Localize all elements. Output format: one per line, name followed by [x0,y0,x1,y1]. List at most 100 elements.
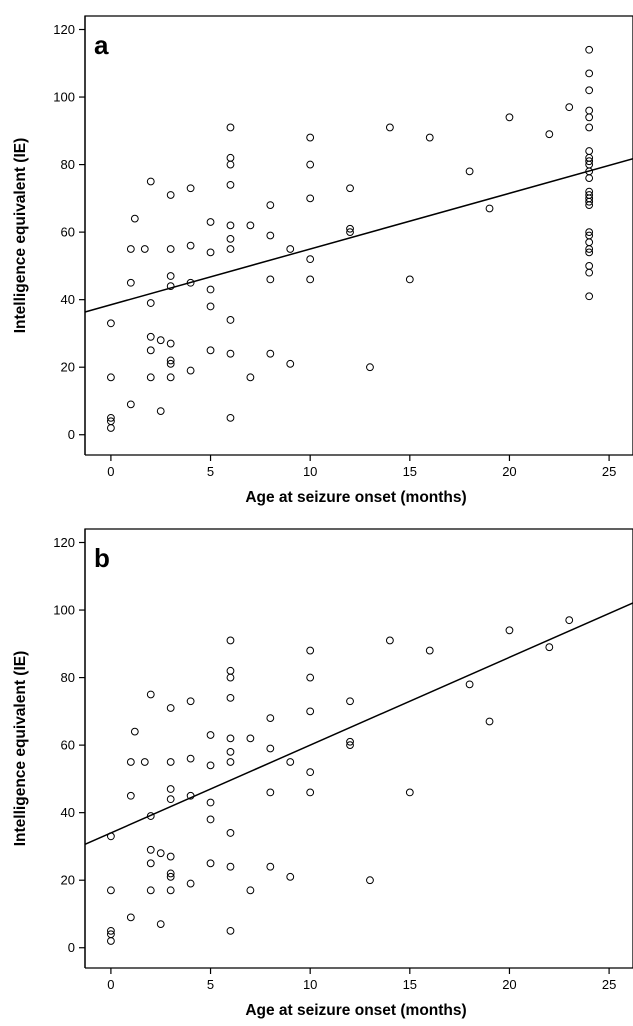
data-point [146,859,155,868]
data-point [585,238,594,247]
data-point [226,349,235,358]
data-point [585,113,594,122]
data-point [485,717,494,726]
data-point [585,231,594,240]
data-point [266,744,275,753]
data-point [346,184,354,193]
data-point [266,349,275,358]
scatter-chart-a: 0 20 40 60 80 100 120 0 5 10 15 20 25 Age at seizure … [12,15,633,506]
data-point [266,788,275,797]
data-point [107,417,115,426]
data-point [306,707,315,716]
data-point [266,201,275,210]
data-point [206,731,215,739]
data-point [186,241,195,250]
data-point [107,937,115,945]
data-point [126,245,135,253]
x-tick-label: 25 [602,464,616,479]
panel-label: b [94,543,110,573]
data-point [585,123,594,132]
x-tick-label: 5 [207,977,214,992]
data-point [206,346,215,355]
data-point [146,299,155,307]
data-point [206,285,215,294]
data-point [585,86,594,95]
x-tick-label: 25 [602,977,616,992]
data-point [246,373,255,382]
data-point [226,234,235,243]
y-tick-label: 0 [68,427,75,442]
data-point [146,886,155,895]
data-point [166,356,175,365]
data-point [565,103,574,112]
data-point [585,69,594,78]
data-point [226,734,235,743]
data-point [226,245,235,253]
data-point [186,879,195,888]
x-tick-label: 5 [207,464,214,479]
data-point [226,758,235,766]
data-point [286,758,295,766]
data-point [505,626,514,635]
data-point [385,123,394,132]
data-point [226,123,235,132]
data-point [286,245,295,253]
data-point [206,248,215,257]
data-point [226,180,235,189]
data-point [226,221,235,230]
data-point [186,754,195,763]
data-point [545,643,554,652]
data-point [166,339,175,348]
data-point [126,758,135,766]
data-point [186,278,195,287]
y-tick-label: 40 [61,292,75,307]
y-tick-label: 60 [61,738,75,753]
data-point [226,693,235,702]
data-point [166,272,175,280]
data-point [346,228,354,237]
data-point [585,106,594,115]
data-point [246,221,255,230]
data-point [226,829,235,837]
data-point [226,673,235,682]
data-point [485,204,494,213]
data-point [266,862,275,871]
data-point [206,761,215,770]
data-point [166,758,175,766]
data-point [166,785,175,793]
y-tick-label: 80 [61,157,75,172]
regression-line [84,158,633,313]
y-tick-label: 100 [53,603,75,618]
data-point [166,795,175,804]
data-point [166,245,175,253]
data-point [366,363,374,372]
data-point [405,275,414,284]
y-tick-label: 120 [53,22,75,37]
data-point [545,130,554,139]
data-point [107,319,115,328]
data-point [146,177,155,186]
data-point [206,815,215,824]
data-point [585,157,594,166]
data-point [346,224,354,233]
data-point [146,346,155,355]
x-axis-title: Age at seizure onset (months) [245,1002,466,1019]
data-point [226,316,235,324]
x-tick-label: 10 [303,464,317,479]
data-point [346,737,354,746]
data-point [266,275,275,284]
data-point [206,798,215,807]
data-point [585,248,594,257]
data-point [226,160,235,169]
data-point [585,261,594,270]
x-tick-label: 0 [107,464,114,479]
data-point [186,791,195,800]
data-point [246,886,255,895]
plot-frame [84,528,633,968]
data-point [585,45,594,54]
data-point [146,812,155,820]
data-point [166,852,175,861]
data-point [306,788,315,797]
data-point [226,926,235,935]
data-point [565,616,574,625]
